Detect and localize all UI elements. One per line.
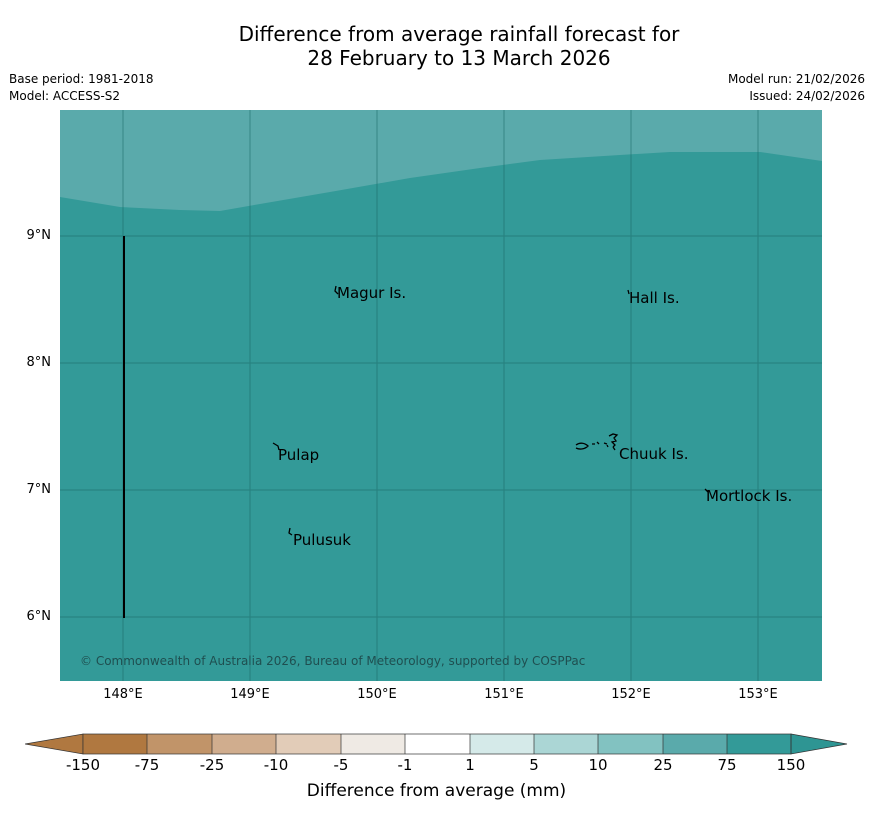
lon-tick-152e: 152°E: [611, 687, 651, 702]
title-line-2: 28 February to 13 March 2026: [307, 46, 611, 70]
island-magur: [334, 285, 339, 295]
lat-tick-9n: 9°N: [26, 228, 52, 243]
colorbar-swatch: [212, 734, 276, 754]
issued-date: Issued: 24/02/2026: [749, 89, 865, 103]
rainfall-map: Magur Is. Hall Is. Pulap Chuuk Is. Mortl…: [60, 110, 822, 681]
island-pulusuk: [288, 527, 293, 536]
base-period: Base period: 1981-2018: [9, 72, 154, 86]
place-label-mortlock: Mortlock Is.: [706, 487, 793, 505]
colorbar-tick: 75: [717, 756, 737, 774]
colorbar: [25, 733, 848, 755]
colorbar-label: Difference from average (mm): [306, 781, 567, 801]
colorbar-tick: 25: [653, 756, 673, 774]
island-chuuk-lagoon: [575, 433, 619, 451]
island-mortlock: [704, 488, 709, 493]
colorbar-swatch: [663, 734, 727, 754]
colorbar-swatch: [341, 734, 405, 754]
lon-tick-150e: 150°E: [357, 687, 397, 702]
band-25-75-region: [60, 110, 822, 211]
colorbar-swatch: [470, 734, 534, 754]
title-line-1: Difference from average rainfall forecas…: [238, 22, 680, 46]
map-canvas: [60, 110, 822, 681]
islands: [272, 285, 709, 536]
colorbar-tick: -1: [397, 756, 413, 774]
place-label-chuuk: Chuuk Is.: [619, 445, 689, 463]
colorbar-swatch: [83, 734, 147, 754]
colorbar-tick: -25: [199, 756, 225, 774]
place-label-pulusuk: Pulusuk: [293, 531, 351, 549]
lon-tick-148e: 148°E: [103, 687, 143, 702]
meta-left: Base period: 1981-2018 Model: ACCESS-S2: [9, 71, 154, 105]
colorbar-swatch: [534, 734, 598, 754]
lat-tick-8n: 8°N: [26, 355, 52, 370]
island-hall: [627, 289, 630, 295]
graticule: [60, 110, 822, 681]
map-title: Difference from average rainfall forecas…: [0, 22, 873, 70]
colorbar-swatch: [727, 734, 791, 754]
colorbar-swatch: [147, 734, 212, 754]
colorbar-dividers: [146, 734, 728, 754]
colorbar-arrow-low: [25, 733, 84, 755]
colorbar-swatch: [405, 734, 470, 754]
colorbar-tick: 5: [529, 756, 539, 774]
colorbar-tick: 10: [588, 756, 608, 774]
colorbar-outline: [82, 733, 792, 755]
colorbar-tick: 150: [776, 756, 806, 774]
island-pulap: [272, 442, 280, 451]
colorbar-arrow-high: [790, 733, 848, 755]
colorbar-tick: -5: [333, 756, 349, 774]
lon-tick-149e: 149°E: [230, 687, 270, 702]
model-run: Model run: 21/02/2026: [727, 72, 865, 86]
lon-tick-151e: 151°E: [484, 687, 524, 702]
colorbar-tick: -150: [65, 756, 101, 774]
colorbar-tick: -75: [134, 756, 160, 774]
copyright-notice: © Commonwealth of Australia 2026, Bureau…: [80, 654, 586, 668]
model-name: Model: ACCESS-S2: [9, 89, 121, 103]
place-label-magur: Magur Is.: [337, 284, 407, 302]
colorbar-tick: -10: [263, 756, 289, 774]
colorbar-swatch: [598, 734, 663, 754]
place-label-hall: Hall Is.: [629, 289, 680, 307]
meta-right: Model run: 21/02/2026 Issued: 24/02/2026: [728, 71, 865, 105]
colorbar-tick: 1: [465, 756, 475, 774]
lat-tick-6n: 6°N: [26, 609, 52, 624]
lon-tick-153e: 153°E: [738, 687, 778, 702]
colorbar-swatch: [276, 734, 341, 754]
place-label-pulap: Pulap: [278, 446, 320, 464]
lat-tick-7n: 7°N: [26, 482, 52, 497]
